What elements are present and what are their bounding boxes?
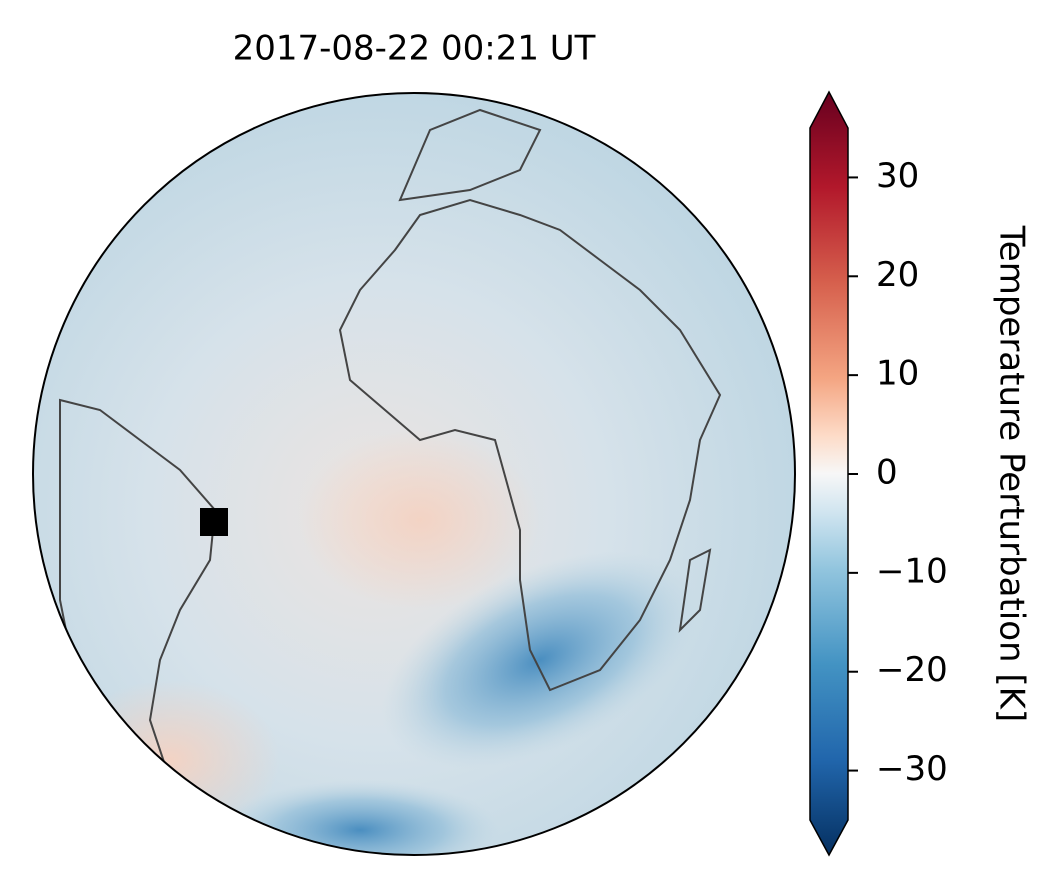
colorbar [809, 90, 849, 857]
colorbar-tick-label: −30 [876, 749, 948, 789]
globe-edge [32, 92, 796, 856]
colorbar-tick-label: −20 [876, 650, 948, 690]
colorbar-tick-label: 30 [876, 156, 919, 196]
colorbar-label: Temperature Perturbation [K] [992, 225, 1032, 722]
colorbar-tick-label: −10 [876, 551, 948, 591]
globe [33, 93, 795, 855]
colorbar-tick-label: 10 [876, 354, 919, 394]
map-title: 2017-08-22 00:21 UT [233, 29, 596, 69]
colorbar-tick-label: 20 [876, 255, 919, 295]
colorbar-tick-label: 0 [876, 453, 898, 493]
